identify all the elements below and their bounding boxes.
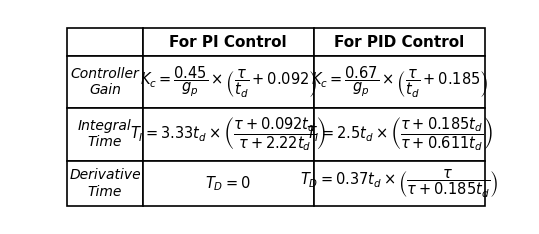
Text: $K_c = \dfrac{0.67}{g_p} \times \left(\dfrac{\tau}{t_d} + 0.185\right)$: $K_c = \dfrac{0.67}{g_p} \times \left(\d… (311, 65, 488, 100)
Bar (142, 28, 314, 56)
Text: $T_D = 0$: $T_D = 0$ (205, 174, 251, 193)
Text: Controller
Gain: Controller Gain (71, 67, 140, 97)
Bar (314, 161, 485, 206)
Text: For PI Control: For PI Control (169, 35, 287, 50)
Text: Derivative
Time: Derivative Time (69, 168, 141, 199)
Text: $T_D = 0.37t_d \times \left(\dfrac{\tau}{\tau + 0.185t_d}\right)$: $T_D = 0.37t_d \times \left(\dfrac{\tau}… (300, 167, 499, 200)
Bar (142, 56, 314, 108)
Text: For PID Control: For PID Control (334, 35, 465, 50)
Text: $K_c = \dfrac{0.45}{g_p} \times \left(\dfrac{\tau}{t_d} + 0.092\right)$: $K_c = \dfrac{0.45}{g_p} \times \left(\d… (140, 65, 317, 100)
Bar (142, 108, 314, 161)
Text: $T_I = 2.5t_d \times \left(\dfrac{\tau + 0.185t_d}{\tau + 0.611t_d}\right)$: $T_I = 2.5t_d \times \left(\dfrac{\tau +… (306, 115, 493, 153)
Bar (314, 28, 485, 56)
Bar (67, 108, 142, 161)
Bar (314, 108, 485, 161)
Bar (67, 28, 142, 56)
Bar (67, 56, 142, 108)
Bar (142, 161, 314, 206)
Bar (314, 56, 485, 108)
Text: $T_I = 3.33t_d \times \left(\dfrac{\tau + 0.092t_d}{\tau + 2.22t_d}\right)$: $T_I = 3.33t_d \times \left(\dfrac{\tau … (130, 115, 326, 153)
Bar (67, 161, 142, 206)
Text: Integral
Time: Integral Time (78, 119, 132, 150)
